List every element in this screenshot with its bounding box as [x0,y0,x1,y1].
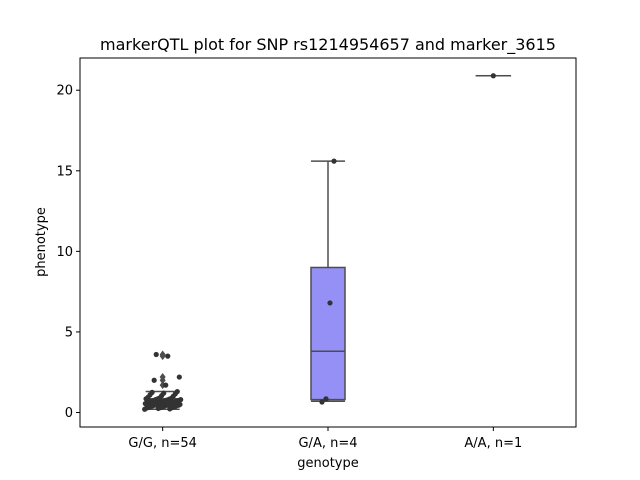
y-tick-label: 5 [65,325,73,340]
y-tick-label: 20 [56,84,73,99]
boxes-layer [144,74,512,411]
y-tick-label: 0 [65,406,73,421]
data-point [490,73,496,79]
outlier-marker [159,373,166,382]
data-point [178,397,184,403]
data-point [165,353,171,359]
x-axis: G/G, n=54 G/A, n=4 A/A, n=1 [128,427,522,451]
data-point [153,351,159,358]
x-axis-label: genotype [297,456,358,471]
data-point [319,399,325,405]
data-point [161,390,167,396]
x-tick-label: G/G, n=54 [128,436,196,451]
data-point [149,389,155,395]
data-point [174,388,180,395]
data-point [177,401,183,408]
data-point [331,158,337,164]
x-tick-label: G/A, n=4 [298,436,357,451]
y-axis: 0 5 10 15 20 [56,84,80,421]
chart-title: markerQTL plot for SNP rs1214954657 and … [100,35,556,55]
y-tick-label: 15 [56,164,73,179]
box [310,266,346,401]
points-layer [142,73,496,412]
data-point [323,396,329,402]
outlier-marker [159,350,166,359]
data-point [327,300,333,306]
y-tick-label: 10 [56,245,73,260]
data-point [163,382,169,388]
data-point [151,377,157,383]
data-point [176,374,182,380]
x-tick-label: A/A, n=1 [464,436,522,451]
y-axis-label: phenotype [34,207,49,277]
